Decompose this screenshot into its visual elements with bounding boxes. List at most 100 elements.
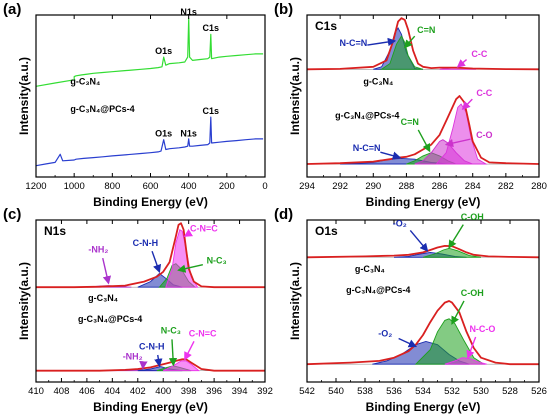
peak-label: C1s xyxy=(203,23,220,33)
x-tick-label: 538 xyxy=(357,386,373,397)
x-tick-label: 530 xyxy=(473,386,489,397)
sample-label: g-C₃N₄@PCs-4 xyxy=(70,104,134,114)
x-tick-label: 408 xyxy=(54,386,70,397)
annotation-label: N-C₃ xyxy=(161,325,181,335)
annotation-arrow xyxy=(403,35,416,49)
x-tick-label: 534 xyxy=(415,386,431,397)
annotation-arrow xyxy=(183,228,194,237)
panel-b: (b) 294 292 290 288 286 284 282 280 Binding Energ… xyxy=(274,1,547,209)
annotation-arrow xyxy=(102,257,112,285)
x-tick-label: 404 xyxy=(104,386,120,397)
annotation-arrow xyxy=(154,354,163,368)
annotation-arrow xyxy=(456,59,468,68)
x-tick-label: 400 xyxy=(181,181,197,192)
annotation-arrow xyxy=(451,300,465,325)
panel-label: (d) xyxy=(274,206,293,223)
annotation-label: N-C₃ xyxy=(207,256,227,266)
annotation-arrow xyxy=(168,339,178,367)
panel-d: (d) 542 540 538 536 534 532 530 528 526 Binding En… xyxy=(274,206,547,414)
x-axis-label: Binding Energy (eV) xyxy=(366,400,481,414)
sample-label: g-C₃N₄ xyxy=(88,293,118,303)
core-level-label: N1s xyxy=(44,224,66,238)
x-tick-label: 282 xyxy=(498,181,514,192)
series-group xyxy=(36,17,264,167)
peak-label: O1s xyxy=(155,46,172,56)
x-tick-label: 394 xyxy=(232,386,248,397)
x-tick-label: 406 xyxy=(79,386,95,397)
annotation-label: -O₂ xyxy=(393,218,407,228)
x-tick-label: 280 xyxy=(531,181,547,192)
annotation-arrow xyxy=(466,336,477,360)
annotation-label: C-N=C xyxy=(189,329,217,339)
annotation-label: C-OH xyxy=(461,212,484,222)
peak-label: C1s xyxy=(203,106,220,116)
sample-label: g-C₃N₄ xyxy=(363,77,393,87)
annotation-label: C-OH xyxy=(461,288,484,298)
x-tick-label: 400 xyxy=(155,386,171,397)
panel-label: (a) xyxy=(3,1,21,18)
annotation-arrow xyxy=(367,37,397,47)
series-line-g-c3n4 xyxy=(36,17,264,87)
x-tick-label: 528 xyxy=(502,386,518,397)
x-tick-label: 526 xyxy=(531,386,547,397)
peak-label: O1s xyxy=(155,129,172,139)
annotation-label: C-N-H xyxy=(139,342,165,352)
panel-label: (c) xyxy=(3,206,21,223)
sample-label: g-C₃N₄ xyxy=(70,77,100,87)
annotation-arrow xyxy=(151,250,162,274)
x-tick-label: 542 xyxy=(299,386,315,397)
series-line-envelope-top xyxy=(307,244,539,259)
annotation-label: -NH₂ xyxy=(88,244,108,254)
series-group xyxy=(307,244,539,366)
y-axis-label: Intensity(a.u.) xyxy=(17,262,31,340)
annotation-arrow xyxy=(448,224,464,249)
core-level-label: O1s xyxy=(315,224,338,238)
annotation-label: C-N-H xyxy=(133,238,159,248)
x-axis-label: Binding Energy (eV) xyxy=(93,195,208,209)
annotation-label: C-O xyxy=(476,130,493,140)
sample-label: g-C₃N₄@PCs-4 xyxy=(346,285,410,295)
annotation-arrow xyxy=(380,151,402,160)
x-tick-label: 392 xyxy=(257,386,273,397)
series-line-envelope-bottom xyxy=(307,300,539,366)
y-axis-label: Intensity(a.u.) xyxy=(17,57,31,135)
x-tick-label: 290 xyxy=(365,181,381,192)
annotation-label: N-C-O xyxy=(469,324,495,334)
panel-label: (b) xyxy=(274,1,293,18)
annotation-arrow xyxy=(409,229,429,252)
sample-label: g-C₃N₄@PCs-4 xyxy=(78,314,142,324)
series-line-envelope-top xyxy=(36,222,265,289)
x-tick-label: 288 xyxy=(398,181,414,192)
x-tick-label: 292 xyxy=(332,181,348,192)
annotation-label: C=N xyxy=(417,25,435,35)
peak-fill-c-oh-top xyxy=(422,247,482,258)
annotation-label: C-N=C xyxy=(190,223,218,233)
x-tick-label: 1000 xyxy=(64,181,85,192)
x-tick-label: 396 xyxy=(206,386,222,397)
x-axis-label: Binding Energy (eV) xyxy=(93,400,208,414)
panel-a: (a) 1200 1000 800 600 400 200 0 Binding Energy (… xyxy=(3,1,268,209)
annotation-arrow xyxy=(177,264,204,273)
sample-label: g-C₃N₄@PCs-4 xyxy=(335,111,399,121)
y-axis-label: Intensity(a.u.) xyxy=(288,262,302,340)
x-tick-label: 200 xyxy=(219,181,235,192)
annotation-label: -NH₂ xyxy=(123,351,143,361)
y-axis-label: Intensity(a.u.) xyxy=(288,57,302,135)
x-tick-label: 286 xyxy=(432,181,448,192)
x-tick-label: 532 xyxy=(444,386,460,397)
annotation-label: N-C=N xyxy=(353,143,381,153)
x-tick-label: 600 xyxy=(143,181,159,192)
x-tick-label: 540 xyxy=(328,386,344,397)
x-tick-label: 398 xyxy=(181,386,197,397)
peak-label: N1s xyxy=(180,7,197,17)
annotation-label: N-C=N xyxy=(340,38,368,48)
x-tick-label: 294 xyxy=(299,181,315,192)
x-tick-label: 800 xyxy=(104,181,120,192)
sample-label: g-C₃N₄ xyxy=(355,264,385,274)
x-tick-label: 284 xyxy=(465,181,481,192)
panel-c: (c) 410 408 406 404 402 400 398 396 394 392 Binding… xyxy=(3,206,273,414)
annotation-arrow xyxy=(417,129,431,153)
series-group xyxy=(36,222,265,372)
peak-label: N1s xyxy=(180,129,197,139)
